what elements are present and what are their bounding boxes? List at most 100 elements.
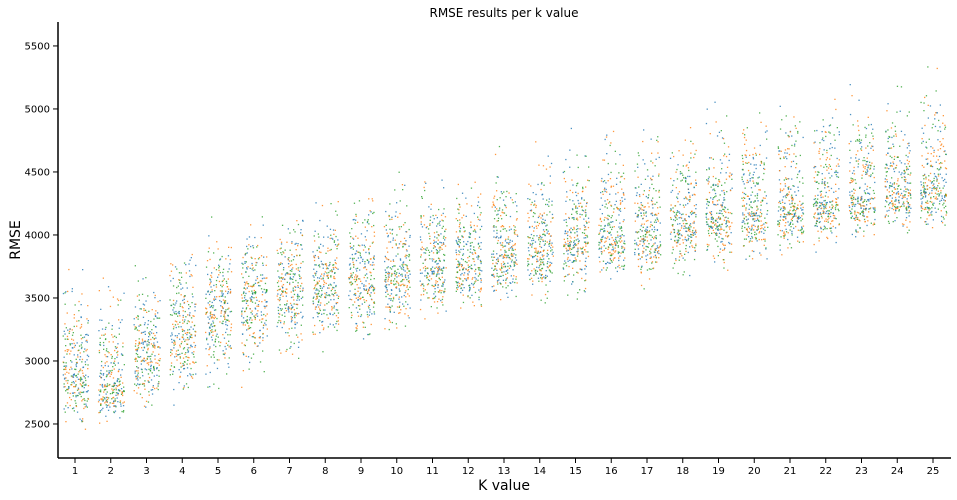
data-point <box>711 227 713 229</box>
data-point <box>173 311 175 313</box>
data-point <box>291 327 293 329</box>
data-point <box>571 248 573 250</box>
data-point <box>187 329 189 331</box>
data-point <box>150 365 152 368</box>
data-point <box>322 328 325 331</box>
data-point <box>436 252 438 255</box>
data-point <box>498 279 500 281</box>
data-point <box>280 320 282 322</box>
data-point <box>602 193 604 195</box>
data-point <box>542 165 545 167</box>
data-point <box>536 258 538 260</box>
data-point <box>677 272 679 275</box>
data-point <box>331 309 333 311</box>
data-point <box>499 197 501 199</box>
data-point <box>149 358 152 360</box>
data-point <box>399 200 401 202</box>
data-point <box>712 184 715 187</box>
data-point <box>241 333 244 335</box>
data-point <box>194 335 196 337</box>
data-point <box>286 348 288 351</box>
data-point <box>316 270 318 273</box>
data-point <box>493 230 495 232</box>
data-point <box>364 246 366 248</box>
data-point <box>547 230 549 232</box>
data-point <box>85 383 87 385</box>
data-point <box>182 329 184 331</box>
data-point <box>170 362 173 364</box>
data-point <box>515 295 517 298</box>
data-point <box>537 183 539 186</box>
data-point <box>742 180 744 183</box>
data-point <box>98 389 100 391</box>
data-point <box>297 336 299 338</box>
data-point <box>192 361 194 363</box>
data-point <box>208 354 210 356</box>
data-point <box>607 218 609 221</box>
data-point <box>551 249 553 251</box>
data-point <box>420 284 422 287</box>
data-point <box>527 220 529 222</box>
data-point <box>444 254 446 256</box>
data-point <box>563 244 565 246</box>
data-point <box>72 339 75 341</box>
data-point <box>480 289 482 291</box>
data-point <box>251 296 253 298</box>
data-point <box>297 243 299 245</box>
data-point <box>708 168 710 170</box>
data-point <box>77 356 79 358</box>
data-point <box>495 236 497 239</box>
data-point <box>724 207 727 209</box>
data-point <box>292 273 294 275</box>
data-point <box>610 244 612 246</box>
data-point <box>462 259 464 261</box>
data-point <box>207 291 209 293</box>
data-point <box>540 258 542 261</box>
data-point <box>420 223 422 225</box>
data-point <box>581 205 583 208</box>
data-point <box>685 197 687 199</box>
data-point <box>610 171 612 174</box>
data-point <box>104 398 106 400</box>
data-point <box>535 141 537 143</box>
data-point <box>655 158 657 160</box>
data-point <box>362 321 364 323</box>
data-point <box>282 251 284 253</box>
data-point <box>364 263 366 265</box>
data-point <box>675 187 677 189</box>
data-point <box>479 259 482 262</box>
data-point <box>113 405 115 407</box>
data-point <box>66 349 68 351</box>
data-point <box>467 266 470 268</box>
data-point <box>581 198 583 200</box>
data-point <box>619 181 621 183</box>
data-point <box>248 319 251 321</box>
data-point <box>460 248 462 251</box>
data-point <box>717 225 719 228</box>
data-point <box>746 203 748 205</box>
data-point <box>496 263 498 265</box>
data-point <box>722 208 724 210</box>
data-point <box>138 342 141 344</box>
data-point <box>492 201 494 203</box>
data-point <box>695 214 697 216</box>
data-point <box>138 294 140 296</box>
data-point <box>360 280 362 282</box>
data-point <box>322 277 324 279</box>
data-point <box>678 217 680 219</box>
data-point <box>402 243 404 245</box>
data-point <box>289 270 291 272</box>
data-point <box>79 378 81 380</box>
data-point <box>82 366 85 368</box>
data-point <box>653 226 655 228</box>
data-point <box>265 264 267 266</box>
data-point <box>222 279 224 282</box>
data-point <box>81 342 83 344</box>
data-point <box>548 198 550 200</box>
data-point <box>511 253 513 255</box>
data-point <box>620 235 622 237</box>
data-point <box>551 272 553 274</box>
data-point <box>183 385 185 387</box>
data-point <box>388 306 391 308</box>
data-point <box>649 187 651 189</box>
